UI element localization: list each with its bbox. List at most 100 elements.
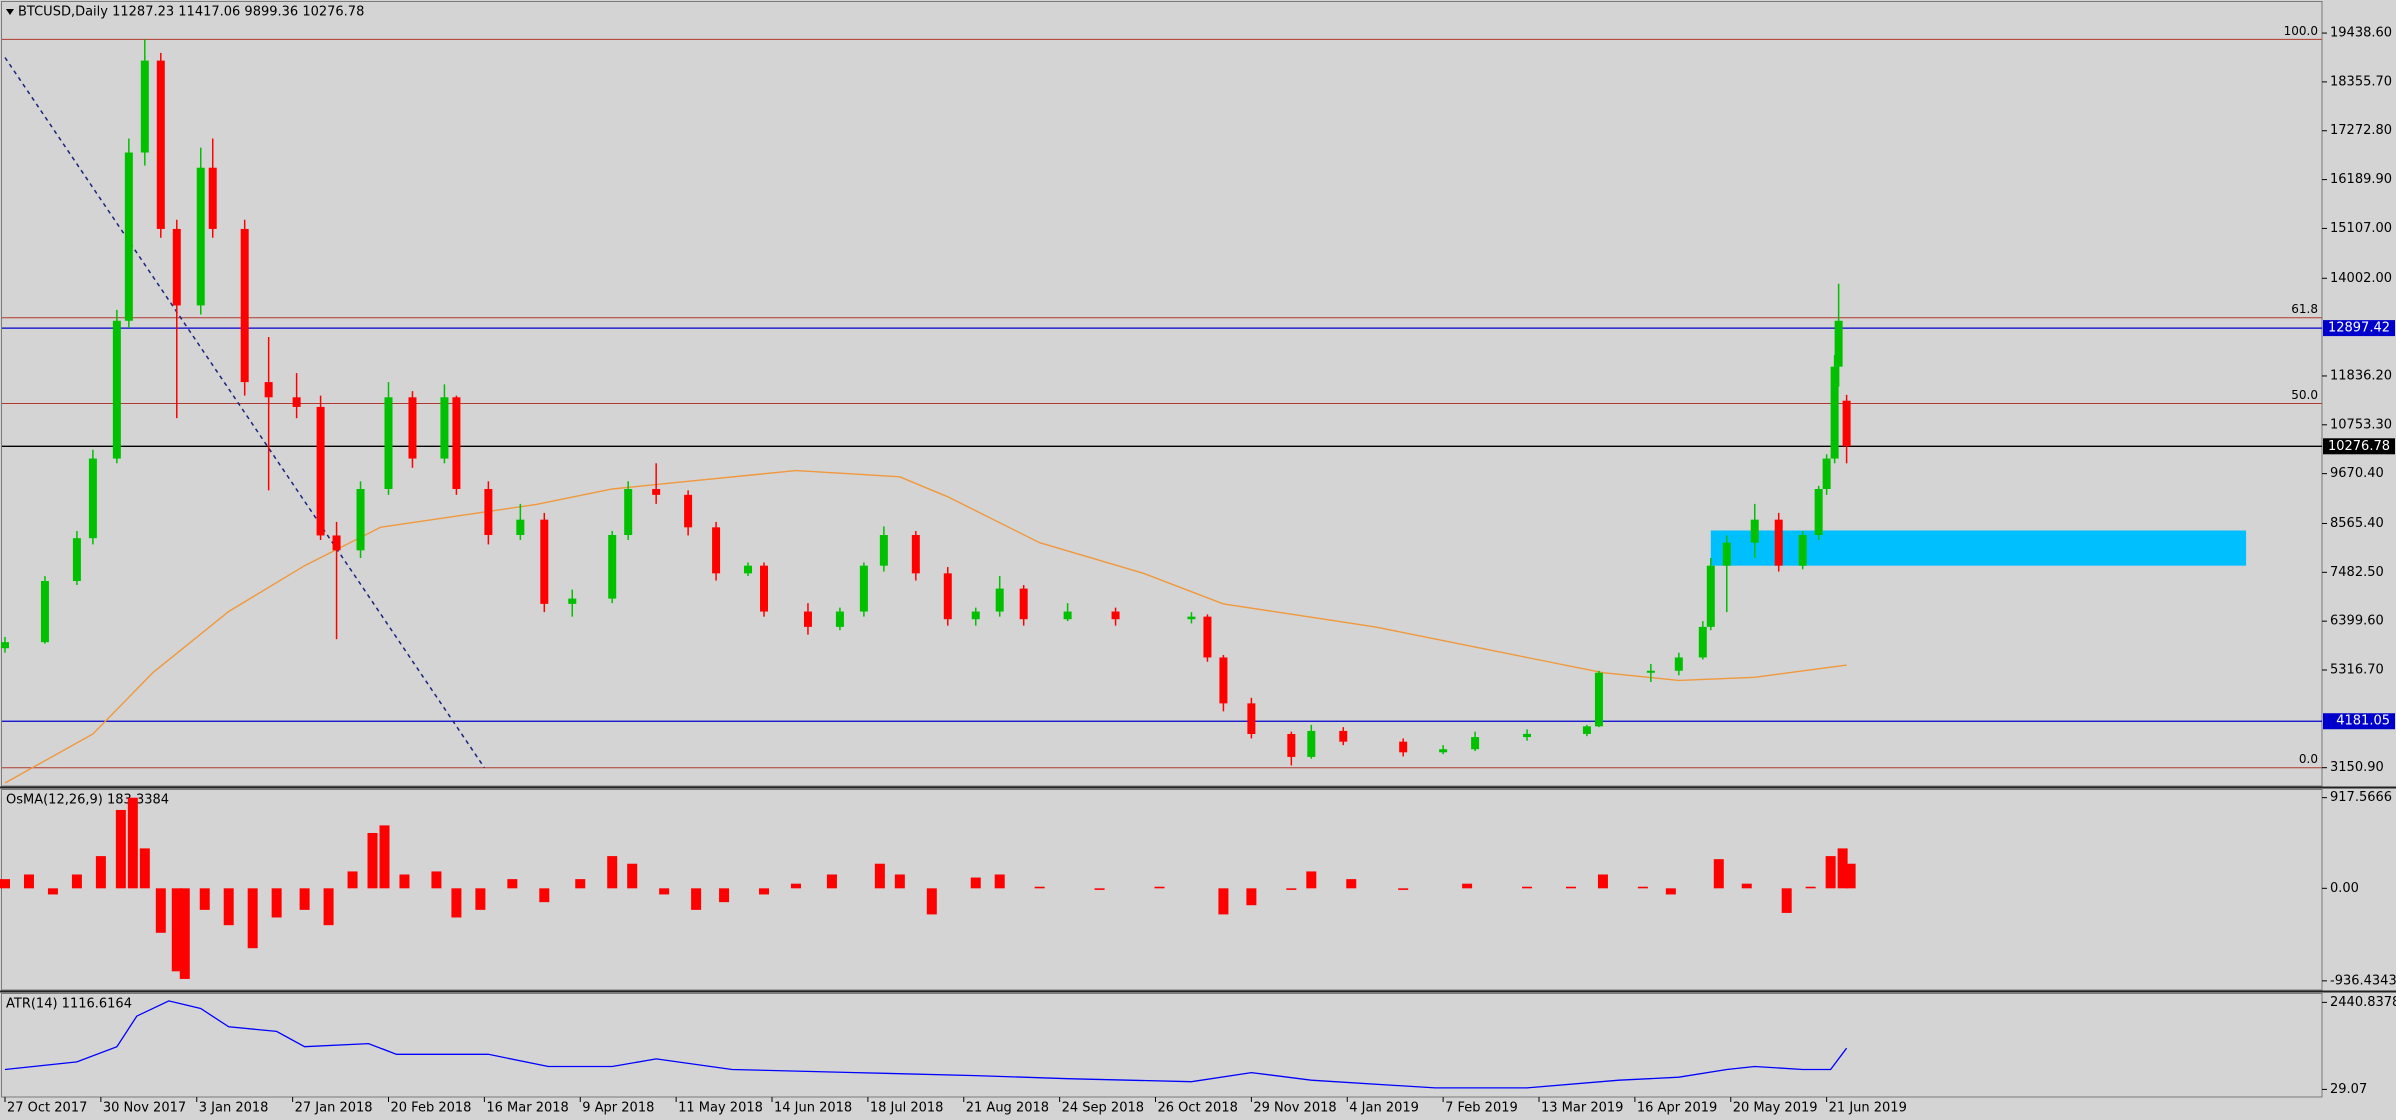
histogram-bar bbox=[894, 874, 905, 889]
candle-body bbox=[124, 152, 133, 321]
histogram-bar bbox=[1286, 888, 1297, 890]
candle-body bbox=[995, 588, 1004, 612]
candle-body bbox=[452, 397, 461, 489]
candle-body bbox=[1582, 726, 1591, 734]
histogram-bar bbox=[607, 856, 618, 889]
x-tick-label: 20 May 2019 bbox=[1733, 1101, 1818, 1116]
candle-body bbox=[240, 228, 249, 383]
histogram-bar bbox=[199, 888, 210, 910]
histogram-bar bbox=[926, 888, 937, 915]
y-tick-label: 5316.70 bbox=[2330, 663, 2384, 678]
histogram-bar bbox=[1637, 886, 1648, 889]
x-tick-label: 16 Mar 2018 bbox=[486, 1101, 568, 1116]
candle-body bbox=[879, 535, 888, 566]
x-tick-label: 11 May 2018 bbox=[678, 1101, 763, 1116]
x-tick-label: 20 Feb 2018 bbox=[391, 1101, 472, 1116]
indicator-title: ATR(14) 1116.6164 bbox=[6, 997, 132, 1012]
y-tick-label: 10753.30 bbox=[2330, 417, 2392, 432]
histogram-bar bbox=[139, 848, 150, 889]
candle-body bbox=[568, 598, 577, 604]
fib-level-label: 50.0 bbox=[2291, 388, 2318, 402]
histogram-bar bbox=[299, 888, 310, 910]
candle-body bbox=[1, 642, 9, 649]
candle-body bbox=[684, 494, 693, 528]
fib-level-label: 0.0 bbox=[2299, 752, 2318, 766]
candle-body bbox=[1646, 670, 1655, 673]
candle-body bbox=[712, 527, 721, 574]
price-level-label: 12897.42 bbox=[2328, 321, 2390, 336]
histogram-bar bbox=[1845, 863, 1856, 889]
fib-level-label: 61.8 bbox=[2291, 302, 2318, 316]
candle-body bbox=[408, 397, 417, 459]
histogram-bar bbox=[1597, 874, 1608, 889]
candle-body bbox=[1594, 672, 1603, 727]
x-tick-label: 7 Feb 2019 bbox=[1445, 1101, 1518, 1116]
candle-body bbox=[1798, 535, 1807, 566]
histogram-bar bbox=[431, 871, 442, 889]
histogram-bar bbox=[347, 871, 358, 889]
histogram-bar bbox=[1246, 888, 1257, 906]
candle-body bbox=[1203, 616, 1212, 658]
histogram-bar bbox=[1565, 886, 1576, 889]
price-level-label: 10276.78 bbox=[2328, 439, 2390, 454]
x-tick-label: 21 Jun 2019 bbox=[1829, 1101, 1907, 1116]
y-tick-label: 6399.60 bbox=[2330, 614, 2384, 629]
trend-line bbox=[4, 57, 486, 769]
candle-body bbox=[1706, 565, 1715, 627]
price-level-box bbox=[2323, 438, 2395, 455]
histogram-bar bbox=[994, 874, 1005, 889]
candle-body bbox=[384, 397, 393, 489]
x-tick-label: 18 Jul 2018 bbox=[870, 1101, 944, 1116]
price-level-box bbox=[2323, 713, 2395, 730]
collapse-icon[interactable] bbox=[6, 9, 14, 15]
candle-body bbox=[156, 60, 165, 229]
histogram-bar bbox=[1805, 886, 1816, 889]
y-tick-label: 2440.8378 bbox=[2330, 995, 2396, 1010]
x-tick-label: 3 Jan 2018 bbox=[199, 1101, 269, 1116]
y-tick-label: -936.4343 bbox=[2330, 973, 2396, 988]
candle-body bbox=[540, 519, 549, 604]
histogram-bar bbox=[47, 888, 58, 895]
candle-body bbox=[1842, 400, 1851, 447]
candle-body bbox=[624, 488, 633, 536]
y-tick-label: 11836.20 bbox=[2330, 368, 2392, 383]
histogram-bar bbox=[719, 888, 730, 903]
candle-body bbox=[803, 611, 812, 627]
histogram-bar bbox=[155, 888, 166, 933]
histogram-bar bbox=[115, 809, 126, 889]
candle-body bbox=[88, 458, 97, 539]
candle-body bbox=[608, 535, 617, 599]
indicator-title: OsMA(12,26,9) 183.3384 bbox=[6, 793, 169, 808]
candle-body bbox=[1814, 488, 1823, 536]
y-tick-label: 17272.80 bbox=[2330, 123, 2392, 138]
candle-body bbox=[356, 488, 365, 551]
chart-title: BTCUSD,Daily 11287.23 11417.06 9899.36 1… bbox=[18, 5, 364, 20]
x-tick-label: 27 Jan 2018 bbox=[295, 1101, 373, 1116]
histogram-bar bbox=[691, 888, 702, 910]
histogram-bar bbox=[179, 888, 190, 979]
histogram-bar bbox=[970, 877, 981, 889]
histogram-bar bbox=[1034, 886, 1045, 889]
histogram-bar bbox=[71, 874, 82, 889]
candle-body bbox=[1750, 519, 1759, 543]
x-tick-label: 9 Apr 2018 bbox=[582, 1101, 654, 1116]
histogram-bar bbox=[759, 888, 770, 895]
candle-body bbox=[859, 565, 868, 612]
y-tick-label: 917.5666 bbox=[2330, 790, 2392, 805]
candle-body bbox=[72, 538, 81, 582]
fib-level-label: 100.0 bbox=[2284, 24, 2318, 38]
price-level-box bbox=[2323, 320, 2395, 337]
candle-body bbox=[1247, 703, 1256, 734]
histogram-bar bbox=[1094, 888, 1105, 890]
x-tick-label: 13 Mar 2019 bbox=[1541, 1101, 1623, 1116]
x-tick-label: 29 Nov 2018 bbox=[1253, 1101, 1336, 1116]
candle-body bbox=[1822, 458, 1831, 489]
candle-body bbox=[1019, 588, 1028, 620]
histogram-bar bbox=[826, 874, 837, 889]
candle-body bbox=[1722, 542, 1731, 566]
candle-body bbox=[1287, 733, 1296, 757]
support-zone bbox=[1710, 530, 2247, 566]
candle-body bbox=[971, 611, 980, 620]
x-tick-label: 27 Oct 2017 bbox=[7, 1101, 87, 1116]
